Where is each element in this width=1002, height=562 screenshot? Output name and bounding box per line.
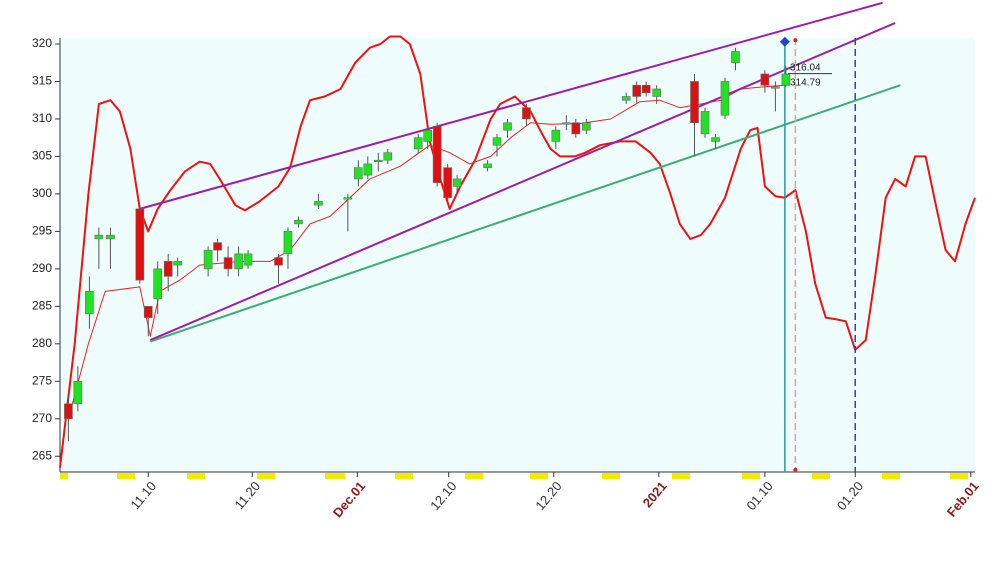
- candle-body: [690, 81, 699, 124]
- candle-body: [314, 201, 323, 206]
- y-tick-label: 285: [32, 299, 52, 313]
- overlay-line: [149, 22, 896, 342]
- overlay-line: [67, 84, 785, 419]
- candle-body: [283, 231, 293, 255]
- candle-body: [374, 159, 383, 162]
- candle-body: [641, 84, 651, 94]
- candle-body: [781, 73, 791, 86]
- x-tick-label: 2021: [640, 478, 670, 510]
- y-tick-label: 280: [32, 336, 52, 350]
- x-tick-label: 12.10: [427, 478, 459, 513]
- candle-body: [711, 137, 720, 142]
- candle-body: [173, 261, 182, 266]
- candle-body: [135, 208, 145, 281]
- overlay-line: [149, 84, 901, 343]
- candle-body: [771, 86, 780, 89]
- x-tick-label: 01.20: [834, 478, 866, 513]
- candle-body: [522, 107, 531, 120]
- candle-body: [443, 167, 452, 198]
- y-tick-label: 275: [32, 373, 52, 387]
- weekend-strip: [60, 473, 968, 479]
- candle-body: [203, 249, 213, 270]
- y-tick-label: 265: [32, 448, 52, 462]
- candle-body: [213, 242, 222, 251]
- x-tick-label: 11.20: [231, 478, 263, 512]
- marker: [793, 38, 798, 43]
- x-tick-label: 12.20: [532, 478, 564, 513]
- candle-body: [343, 197, 353, 200]
- plot-area: [60, 38, 975, 472]
- overlay-line: [139, 1, 883, 210]
- candle-body: [274, 257, 283, 266]
- marker: [793, 467, 798, 472]
- candle-body: [64, 403, 73, 420]
- candle-body: [153, 268, 162, 300]
- candle-body: [294, 219, 303, 225]
- candle-body: [143, 306, 153, 318]
- candle-body: [413, 137, 423, 150]
- y-tick-label: 270: [32, 411, 52, 425]
- candle-body: [700, 111, 710, 135]
- x-tick-label: 11.10: [127, 478, 159, 512]
- candle-body: [551, 129, 561, 142]
- candle-body: [363, 163, 373, 176]
- candle-body: [354, 167, 363, 180]
- marker: [779, 36, 790, 47]
- y-tick-label: 320: [32, 36, 52, 50]
- candle-body: [73, 381, 83, 405]
- candle-body: [423, 129, 432, 142]
- candle-body: [582, 122, 591, 131]
- y-tick-label: 315: [32, 74, 52, 88]
- candle-body: [94, 234, 104, 240]
- y-tick-label: 295: [32, 224, 52, 238]
- candle-body: [163, 261, 173, 277]
- candle-body: [652, 88, 661, 97]
- y-tick-label: 305: [32, 149, 52, 163]
- x-tick-label: 01.10: [743, 478, 775, 513]
- candle-body: [621, 96, 631, 101]
- candle-body: [731, 51, 740, 64]
- y-tick-label: 290: [32, 261, 52, 275]
- candle-body: [492, 137, 502, 146]
- candle-body: [452, 178, 462, 187]
- candle-body: [720, 81, 730, 116]
- price-label: 314.79: [790, 78, 821, 89]
- price-label: 316.04: [790, 62, 821, 73]
- candle-body: [223, 257, 233, 270]
- candle-body: [562, 122, 571, 125]
- candle-body: [85, 291, 94, 315]
- candle-body: [383, 152, 393, 161]
- candle-body: [571, 122, 581, 135]
- x-tick-label: Dec.01: [330, 478, 368, 520]
- candle-body: [483, 163, 492, 168]
- candle-body: [243, 253, 253, 266]
- candle-body: [503, 122, 512, 131]
- y-tick-label: 300: [32, 186, 52, 200]
- candle-body: [106, 234, 115, 240]
- candle-body: [234, 253, 243, 270]
- x-tick-label: Feb.01: [944, 478, 982, 519]
- candle-body: [432, 126, 442, 183]
- y-tick-label: 310: [32, 111, 52, 125]
- candle-body: [632, 84, 642, 97]
- candle-body: [760, 73, 770, 86]
- overlay-line: [59, 35, 976, 468]
